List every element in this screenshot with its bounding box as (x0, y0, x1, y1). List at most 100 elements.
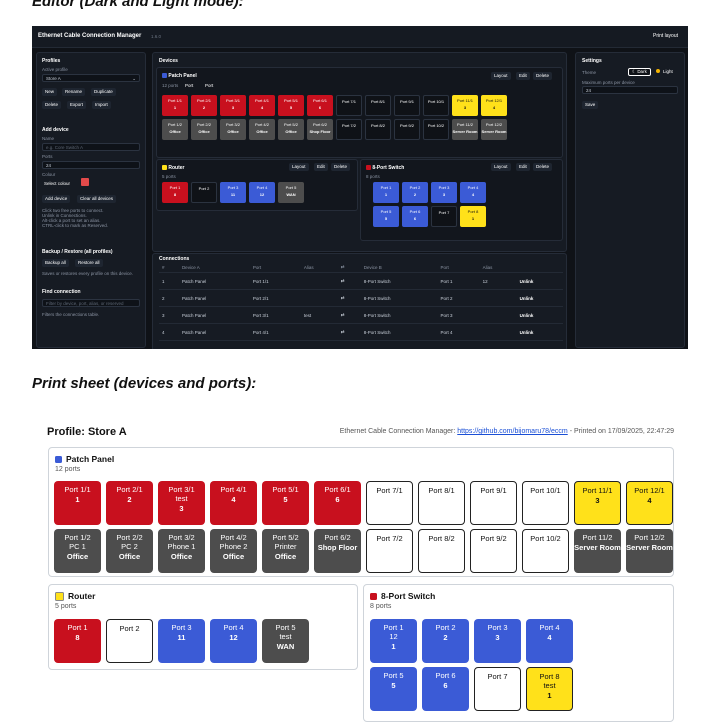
port-cell[interactable]: Port 2 (106, 619, 153, 663)
repo-link[interactable]: https://github.com/bijomaru78/eccm (457, 428, 568, 435)
delete-button[interactable]: Delete (331, 163, 351, 171)
port-cell[interactable]: Port 10/1 (522, 481, 569, 525)
port-cell[interactable]: Port 5/1 5 (262, 481, 309, 525)
port-cell[interactable]: Port 11/2 Server Room (574, 529, 621, 573)
port-button[interactable]: Port 6 6 (402, 206, 428, 227)
port-button[interactable]: Port 12/2 Server Room (481, 119, 507, 140)
ports-input[interactable]: 24 (42, 161, 140, 169)
device-name-input[interactable]: e.g. Core Switch A (42, 143, 140, 151)
port-button[interactable]: Port 4 12 (249, 182, 275, 203)
layout-button[interactable]: Layout (491, 72, 511, 80)
new-profile-button[interactable]: New (42, 88, 58, 96)
edit-button[interactable]: Edit (516, 72, 530, 80)
port-cell[interactable]: Port 12/1 4 (626, 481, 673, 525)
port-cell[interactable]: Port 3 11 (158, 619, 205, 663)
light-theme-option[interactable]: Light (663, 69, 673, 74)
delete-button[interactable]: Delete (533, 72, 553, 80)
port-button[interactable]: Port 7/2 (336, 119, 362, 140)
duplicate-profile-button[interactable]: Duplicate (91, 88, 116, 96)
port-button[interactable]: Port 7 (431, 206, 457, 227)
port-cell[interactable]: Port 4/2 Phone 2 Office (210, 529, 257, 573)
port-cell[interactable]: Port 1/2 PC 1 Office (54, 529, 101, 573)
port-button[interactable]: Port 9/2 (394, 119, 420, 140)
port-cell[interactable]: Port 12/2 Server Room (626, 529, 673, 573)
dark-theme-toggle[interactable]: ☾ Dark (628, 68, 651, 76)
port-button[interactable]: Port 5/1 5 (278, 95, 304, 116)
port-button[interactable]: Port 6/1 6 (307, 95, 333, 116)
port-cell[interactable]: Port 2/2 PC 2 Office (106, 529, 153, 573)
port-cell[interactable]: Port 7/2 (366, 529, 413, 573)
rename-profile-button[interactable]: Rename (62, 88, 86, 96)
port-cell[interactable]: Port 1 12 1 (370, 619, 417, 663)
port-cell[interactable]: Port 2/1 2 (106, 481, 153, 525)
port-button[interactable]: Port 8 1 (460, 206, 486, 227)
port-button[interactable]: Port 3/1 3 (220, 95, 246, 116)
delete-button[interactable]: Delete (533, 163, 553, 171)
port-cell[interactable]: Port 7 (474, 667, 521, 711)
edit-button[interactable]: Edit (314, 163, 328, 171)
restore-all-button[interactable]: Restore all (75, 259, 103, 267)
port-cell[interactable]: Port 8/1 (418, 481, 465, 525)
port-cell[interactable]: Port 1/1 1 (54, 481, 101, 525)
port-button[interactable]: Port 12/1 4 (481, 95, 507, 116)
port-button[interactable]: Port 9/1 (394, 95, 420, 116)
port-button[interactable]: Port 4/2 Office (249, 119, 275, 140)
port-cell[interactable]: Port 9/1 (470, 481, 517, 525)
port-button[interactable]: Port 7/1 (336, 95, 362, 116)
export-button[interactable]: Export (67, 101, 87, 109)
port-cell[interactable]: Port 11/1 3 (574, 481, 621, 525)
port-cell[interactable]: Port 6/1 6 (314, 481, 361, 525)
port-button[interactable]: Port 1 8 (162, 182, 188, 203)
port-button[interactable]: Port 11/1 3 (452, 95, 478, 116)
port-button[interactable]: Port 4 4 (460, 182, 486, 203)
save-settings-button[interactable]: Save (582, 101, 599, 109)
active-profile-select[interactable]: Store A ⌄ (42, 74, 140, 82)
port-cell[interactable]: Port 5/2 Printer Office (262, 529, 309, 573)
port-cell[interactable]: Port 4/1 4 (210, 481, 257, 525)
backup-all-button[interactable]: Backup all (42, 259, 69, 267)
port-button[interactable]: Port 4/1 4 (249, 95, 275, 116)
port-cell[interactable]: Port 9/2 (470, 529, 517, 573)
port-cell[interactable]: Port 10/2 (522, 529, 569, 573)
clear-devices-button[interactable]: Clear all devices (77, 195, 117, 203)
colour-swatch[interactable] (81, 178, 89, 186)
port-button[interactable]: Port 5 5 (373, 206, 399, 227)
port-cell[interactable]: Port 6/2 Shop Floor (314, 529, 361, 573)
port-button[interactable]: Port 1/2 Office (162, 119, 188, 140)
port-button[interactable]: Port 2 (191, 182, 217, 203)
port-button[interactable]: Port 2/2 Office (191, 119, 217, 140)
port-button[interactable]: Port 11/2 Server Room (452, 119, 478, 140)
port-cell[interactable]: Port 4 12 (210, 619, 257, 663)
port-cell[interactable]: Port 3/1 test 3 (158, 481, 205, 525)
print-layout-button[interactable]: Print layout (652, 33, 678, 39)
port-button[interactable]: Port 3 11 (220, 182, 246, 203)
import-button[interactable]: Import (92, 101, 111, 109)
port-button[interactable]: Port 5/2 Office (278, 119, 304, 140)
edit-button[interactable]: Edit (516, 163, 530, 171)
layout-button[interactable]: Layout (491, 163, 511, 171)
port-cell[interactable]: Port 7/1 (366, 481, 413, 525)
port-cell[interactable]: Port 8 test 1 (526, 667, 573, 711)
unlink-button[interactable]: Unlink (516, 272, 563, 290)
port-button[interactable]: Port 6/2 Shop Floor (307, 119, 333, 140)
port-button[interactable]: Port 2/1 2 (191, 95, 217, 116)
port-button[interactable]: Port 8/2 (365, 119, 391, 140)
port-button[interactable]: Port 1/1 1 (162, 95, 188, 116)
add-device-button[interactable]: Add device (42, 195, 71, 203)
port-cell[interactable]: Port 5 test WAN (262, 619, 309, 663)
port-button[interactable]: Port 1 1 (373, 182, 399, 203)
unlink-button[interactable]: Unlink (516, 289, 563, 307)
max-ports-input[interactable]: 24 (582, 86, 678, 94)
port-cell[interactable]: Port 8/2 (418, 529, 465, 573)
port-cell[interactable]: Port 3/2 Phone 1 Office (158, 529, 205, 573)
port-button[interactable]: Port 10/2 (423, 119, 449, 140)
port-button[interactable]: Port 2 2 (402, 182, 428, 203)
port-button[interactable]: Port 8/1 (365, 95, 391, 116)
layout-button[interactable]: Layout (289, 163, 309, 171)
